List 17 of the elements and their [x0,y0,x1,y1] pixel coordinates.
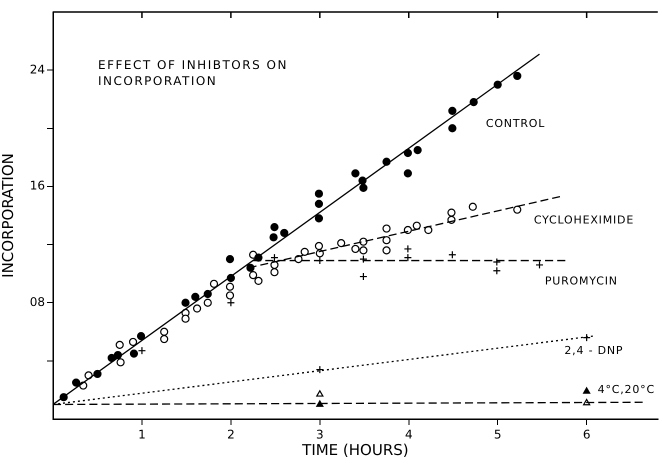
y-tick-label: 08 [30,294,45,309]
series-label: CYCLOHEXIMIDE [534,213,634,226]
x-tick-label: 1 [138,427,146,442]
x-tick-label: 2 [227,427,235,442]
y-tick-label: 16 [30,178,45,193]
series-label: 4°C,20°C [598,383,655,396]
text: EFFECT OF INHIBTORS ON INCORPORATION [98,58,288,88]
x-tick-label: 4 [404,427,413,442]
series-label: 2,4 - DNP [564,344,624,358]
y-tick-label: 24 [30,62,45,76]
series-label: CONTROL [486,117,546,130]
series-label: PUROMYCIN [544,274,618,288]
y-axis-title: INCORPORATION [0,153,17,278]
x-axis-title: TIME (HOURS) [301,440,409,459]
x-tick-label: 5 [494,427,502,442]
x-tick-label: 3 [316,427,324,442]
x-tick-label: 6 [582,427,590,442]
